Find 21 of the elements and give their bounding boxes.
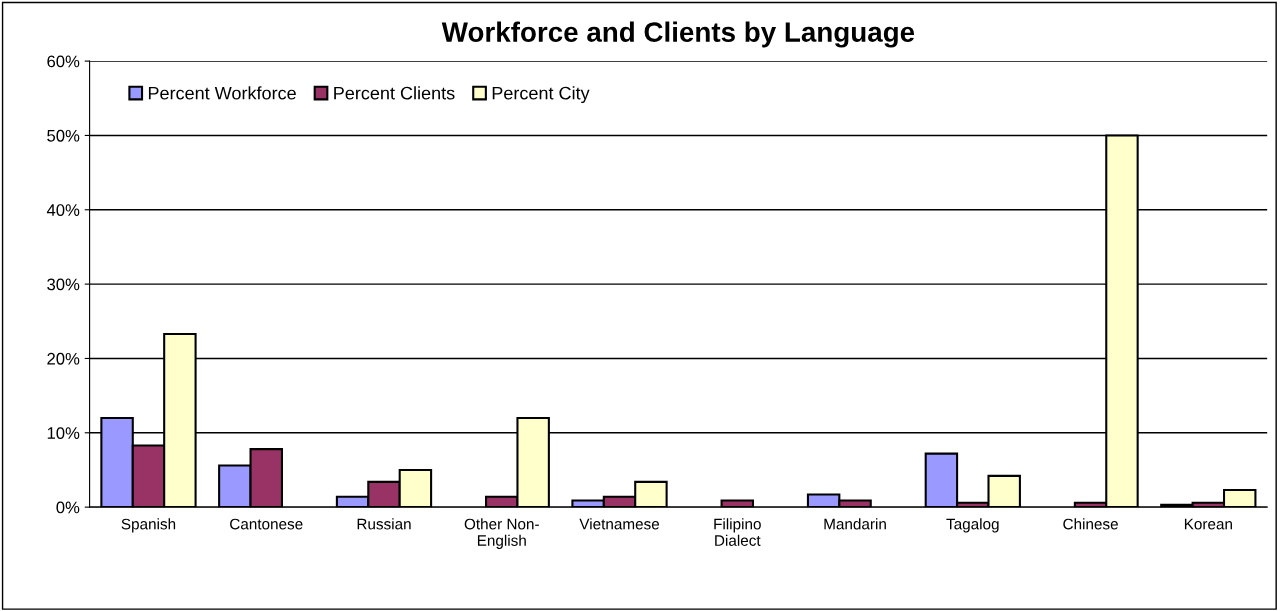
x-tick-label: Tagalog xyxy=(946,518,999,533)
x-tick-label: Filipino Dialect xyxy=(714,518,761,546)
y-tick-label: 0% xyxy=(56,501,80,514)
x-tick-label: Cantonese xyxy=(230,518,303,530)
y-tick-label: 30% xyxy=(47,278,80,291)
y-tick-label: 50% xyxy=(47,129,80,142)
y-tick-label: 10% xyxy=(47,427,80,439)
x-tick-label: Other Non- English xyxy=(464,518,539,549)
y-tick-label: 20% xyxy=(47,352,80,365)
x-tick-label: Mandarin xyxy=(824,518,886,530)
chart-title: Workforce and Clients by Language xyxy=(441,21,915,48)
x-tick-label: Vietnamese xyxy=(579,518,660,530)
legend-label: Percent Workforce xyxy=(148,86,296,100)
y-tick-label: 60% xyxy=(47,55,80,68)
legend-label: Percent Clients xyxy=(334,86,455,100)
x-tick-label: Russian xyxy=(357,518,411,530)
x-tick-label: Spanish xyxy=(121,518,176,533)
x-tick-label: Chinese xyxy=(1063,518,1118,530)
y-tick-label: 40% xyxy=(46,204,80,216)
legend-label: Percent City xyxy=(492,86,590,104)
x-tick-label: Korean xyxy=(1184,518,1232,530)
